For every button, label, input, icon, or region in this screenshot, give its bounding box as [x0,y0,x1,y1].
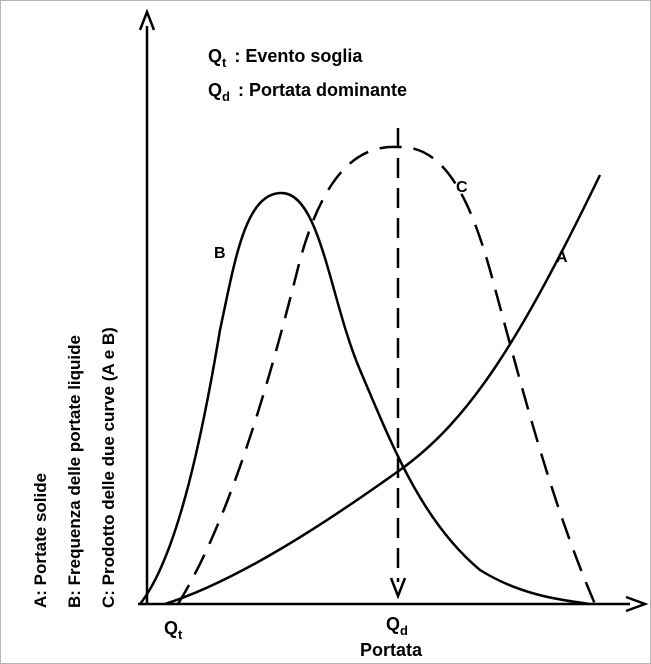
y-label-a: A: Portate solide [31,473,50,608]
legend-qt-line: Qt : Evento soglia [208,46,363,70]
x-tick-qd-symbol: Q [386,614,400,634]
legend: Qt : Evento soglia Qd : Portata dominante [208,46,407,104]
y-label-b: B: Frequenza delle portate liquide [65,335,84,608]
y-axis [138,8,156,604]
x-tick-qd: Qd [386,614,408,638]
legend-qt-text: : Evento soglia [234,46,363,66]
y-label-c: C: Prodotto delle due curve (A e B) [99,327,118,608]
legend-qt-symbol: Q [208,46,222,66]
legend-qd-text: : Portata dominante [238,80,407,100]
x-tick-qt-sub: t [178,627,183,642]
x-tick-qt: Qt [164,618,183,642]
legend-qd-sub: d [222,89,230,104]
curve-a [164,174,602,606]
curve-b-label: B [214,245,226,262]
legend-qd-symbol: Q [208,80,222,100]
curve-a-label: A [556,249,568,266]
x-axis-label: Portata [360,640,423,660]
curve-b [139,191,591,606]
curve-c [176,145,597,605]
legend-qd-line: Qd : Portata dominante [208,80,407,104]
x-axis [138,595,649,613]
qd-marker-arrow [389,128,407,600]
curve-c-label: C [456,179,468,196]
y-axis-labels: A: Portate solide B: Frequenza delle por… [31,327,118,608]
legend-qt-sub: t [222,55,227,70]
x-tick-qt-symbol: Q [164,618,178,638]
x-tick-qd-sub: d [400,623,408,638]
